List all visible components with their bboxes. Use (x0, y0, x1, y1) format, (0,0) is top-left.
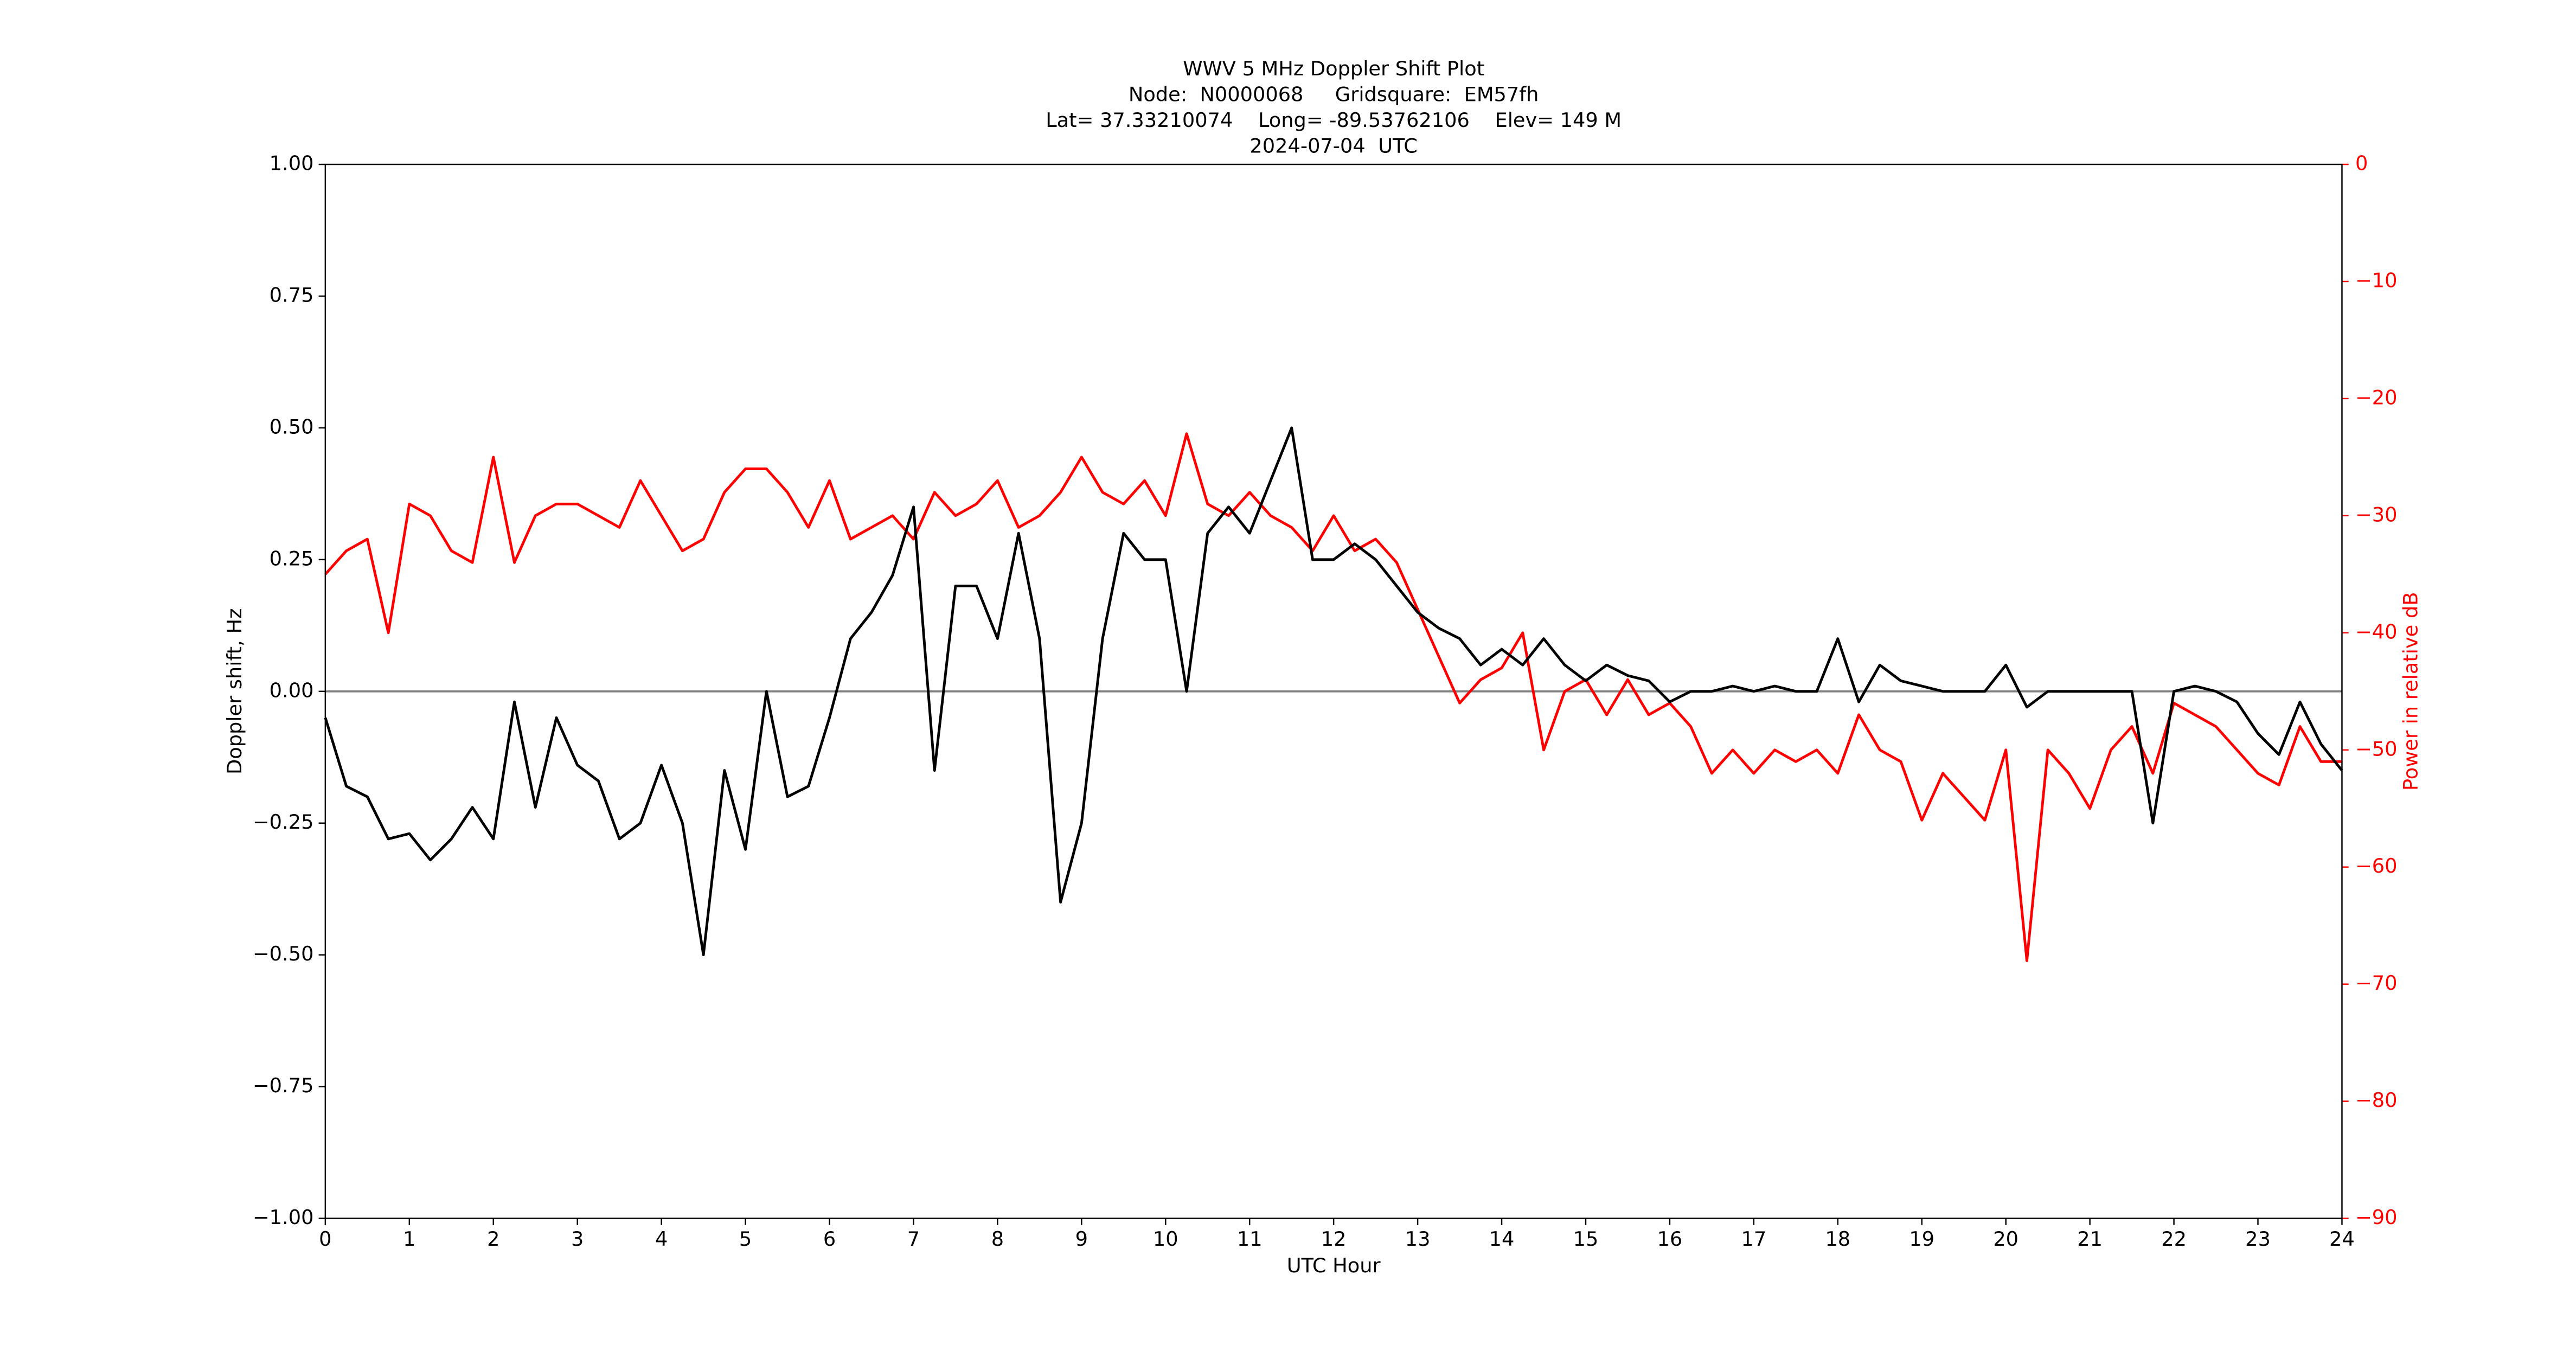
x-tick-label: 9 (1075, 1227, 1088, 1251)
x-tick-label: 11 (1237, 1227, 1263, 1251)
y2-tick-label: −30 (2355, 503, 2398, 526)
x-tick-label: 8 (991, 1227, 1004, 1251)
x-tick-label: 6 (823, 1227, 836, 1251)
x-tick-label: 7 (907, 1227, 920, 1251)
y2-tick-label: −10 (2355, 269, 2398, 292)
x-tick-label: 22 (2161, 1227, 2187, 1251)
x-tick-label: 20 (1993, 1227, 2018, 1251)
y2-tick-label: −80 (2355, 1088, 2398, 1112)
x-tick-label: 15 (1573, 1227, 1599, 1251)
x-tick-label: 23 (2245, 1227, 2271, 1251)
x-tick-label: 3 (571, 1227, 584, 1251)
y2-tick-label: −60 (2355, 854, 2398, 877)
y-tick-label: 0.00 (270, 678, 314, 702)
y2-tick-label: 0 (2355, 152, 2368, 175)
y2-tick-label: −90 (2355, 1206, 2398, 1229)
x-tick-label: 1 (403, 1227, 415, 1251)
x-tick-label: 16 (1657, 1227, 1683, 1251)
y-tick-label: 0.25 (270, 547, 314, 570)
y2-tick-label: −50 (2355, 737, 2398, 760)
series-line (324, 432, 2342, 962)
y-tick-label: 0.50 (270, 415, 314, 438)
x-tick-label: 19 (1909, 1227, 1934, 1251)
y-axis-label: Doppler shift, Hz (223, 608, 246, 774)
x-tick-label: 17 (1741, 1227, 1767, 1251)
x-tick-label: 12 (1321, 1227, 1347, 1251)
y2-tick-label: −70 (2355, 971, 2398, 995)
x-tick-label: 14 (1489, 1227, 1515, 1251)
chart-title: WWV 5 MHz Doppler Shift Plot (1183, 57, 1484, 80)
y-tick-label: −0.50 (253, 942, 314, 965)
chart-title: Node: N0000068 Gridsquare: EM57fh (1129, 83, 1539, 106)
x-tick-label: 21 (2077, 1227, 2103, 1251)
x-tick-label: 2 (487, 1227, 499, 1251)
y2-tick-label: −20 (2355, 386, 2398, 409)
plot-frame (324, 163, 2343, 1219)
x-tick-label: 13 (1405, 1227, 1431, 1251)
y-tick-label: −1.00 (253, 1206, 314, 1229)
chart-title: 2024-07-04 UTC (1249, 134, 1418, 157)
x-tick-label: 18 (1825, 1227, 1850, 1251)
y-tick-label: −0.25 (253, 810, 314, 834)
y-tick-label: −0.75 (253, 1074, 314, 1097)
x-axis-label: UTC Hour (1287, 1254, 1381, 1277)
y-tick-label: 1.00 (270, 152, 314, 175)
chart-title: Lat= 37.33210074 Long= -89.53762106 Elev… (1046, 108, 1622, 132)
x-tick-label: 24 (2329, 1227, 2355, 1251)
x-tick-label: 0 (319, 1227, 331, 1251)
y2-tick-label: −40 (2355, 620, 2398, 643)
series-line (324, 426, 2343, 957)
x-tick-label: 5 (739, 1227, 752, 1251)
x-tick-label: 4 (655, 1227, 668, 1251)
y2-axis-label: Power in relative dB (2399, 592, 2423, 791)
y-tick-label: 0.75 (270, 283, 314, 306)
x-tick-label: 10 (1153, 1227, 1178, 1251)
